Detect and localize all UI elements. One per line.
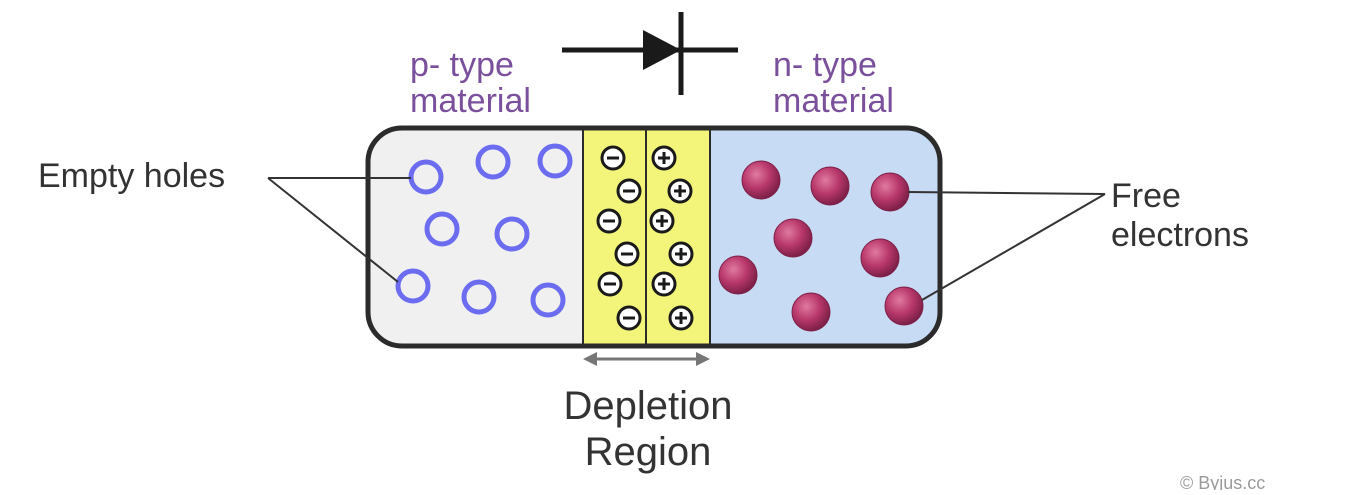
n-type-label-line1: n- type (773, 46, 877, 84)
plus-ion-icon (651, 271, 677, 297)
electron-icon (773, 218, 813, 258)
depletion-width-arrow (583, 352, 710, 366)
hole-icon (395, 268, 431, 304)
hole-icon (530, 282, 566, 318)
minus-ion-icon (616, 178, 642, 204)
electron-icon (860, 238, 900, 278)
electron-icon (718, 255, 758, 295)
empty-holes-leader-lines (267, 177, 411, 283)
depletion-label-line2: Region (585, 430, 712, 474)
watermark: © Byjus.cc (1180, 473, 1265, 490)
plus-ion-icon (649, 208, 675, 234)
plus-ion-icon (668, 305, 694, 331)
hole-icon (461, 279, 497, 315)
electron-icon (884, 286, 924, 326)
hole-icon (424, 211, 460, 247)
positive-ions-group (649, 145, 694, 331)
plus-ion-icon (667, 178, 693, 204)
body-outline (365, 125, 943, 349)
electron-icon (791, 292, 831, 332)
empty-holes-label: Empty holes (38, 157, 225, 195)
negative-ions-group (596, 145, 642, 331)
electron-icon (870, 172, 910, 212)
plus-ion-icon (668, 241, 694, 267)
free-electrons-label-line1: Free (1111, 177, 1181, 215)
minus-ion-icon (616, 305, 642, 331)
electron-icon (810, 166, 850, 206)
hole-icon (494, 216, 530, 252)
minus-ion-icon (614, 241, 640, 267)
electron-icon (741, 160, 781, 200)
n-type-label-line2: material (773, 82, 894, 120)
p-type-label-line2: material (410, 82, 531, 120)
hole-icon (475, 144, 511, 180)
minus-ion-icon (597, 271, 623, 297)
plus-ion-icon (651, 145, 677, 171)
hole-icon (537, 143, 573, 179)
depletion-label-line1: Depletion (563, 384, 732, 428)
minus-ion-icon (596, 208, 622, 234)
free-electrons-label-line2: electrons (1111, 216, 1249, 254)
diode-icon (562, 12, 738, 95)
holes-group (395, 143, 573, 318)
electrons-group (718, 160, 924, 332)
free-electrons-leader-lines (907, 191, 1106, 301)
p-type-label-line1: p- type (410, 46, 514, 84)
minus-ion-icon (600, 145, 626, 171)
